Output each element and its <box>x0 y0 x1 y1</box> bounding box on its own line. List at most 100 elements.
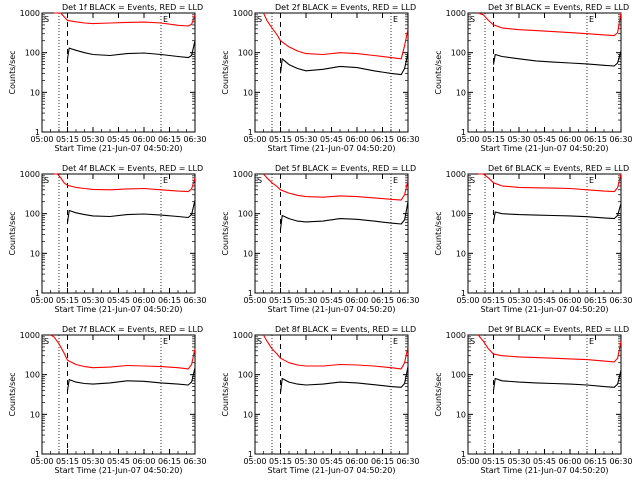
x-tick-label: 06:30 <box>396 296 419 305</box>
plot-panel: Det 2f BLACK = Events, RED = LLD S E 1 10 100… <box>221 3 420 153</box>
x-axis-title: Start Time (21-Jun-07 04:50:20) <box>268 144 396 153</box>
y-tick-label: 100 <box>451 210 466 219</box>
x-tick-label: 05:45 <box>533 457 556 466</box>
y-tick-label: 100 <box>451 371 466 380</box>
start-marker-label: S <box>470 337 475 346</box>
x-tick-label: 05:15 <box>56 296 79 305</box>
x-tick-label: 05:45 <box>320 457 343 466</box>
lld-rate-line <box>478 12 622 37</box>
end-marker-label: E <box>163 337 168 346</box>
x-tick-label: 05:30 <box>507 296 530 305</box>
y-tick-label: 1 <box>461 128 466 137</box>
y-tick-label: 1 <box>248 289 253 298</box>
y-tick-label: 1000 <box>233 9 253 18</box>
x-tick-label: 06:00 <box>132 296 155 305</box>
x-axis-title: Start Time (21-Jun-07 04:50:20) <box>268 466 396 475</box>
x-tick-label: 06:30 <box>396 135 419 144</box>
x-tick-label: 05:45 <box>320 296 343 305</box>
end-marker-label: E <box>589 176 594 185</box>
x-axis-title: Start Time (21-Jun-07 04:50:20) <box>481 144 609 153</box>
start-marker-label: S <box>257 176 262 185</box>
y-tick-label: 100 <box>25 210 40 219</box>
start-marker-label: S <box>44 337 49 346</box>
start-marker-label: S <box>257 337 262 346</box>
y-axis-title: Counts/sec <box>221 211 230 255</box>
x-tick-label: 06:30 <box>183 457 206 466</box>
lld-rate-line <box>478 173 622 193</box>
x-tick-label: 05:15 <box>269 135 292 144</box>
axes-frame <box>41 12 196 133</box>
plot-title: Det 5f BLACK = Events, RED = LLD <box>275 164 416 173</box>
y-axis-title: Counts/sec <box>8 211 17 255</box>
axes-frame <box>41 334 196 455</box>
axes-frame <box>254 334 409 455</box>
x-tick-label: 05:30 <box>294 296 317 305</box>
x-tick-label: 06:15 <box>584 296 607 305</box>
x-tick-label: 05:45 <box>533 296 556 305</box>
x-tick-label: 05:00 <box>243 135 266 144</box>
x-tick-label: 05:00 <box>30 135 53 144</box>
end-marker-label: E <box>393 15 398 24</box>
x-tick-label: 06:30 <box>183 135 206 144</box>
y-tick-label: 100 <box>25 49 40 58</box>
x-tick-label: 05:00 <box>243 296 266 305</box>
y-axis-title: Counts/sec <box>434 211 443 255</box>
lld-rate-line <box>53 173 196 193</box>
y-tick-label: 1000 <box>20 9 40 18</box>
x-axis-title: Start Time (21-Jun-07 04:50:20) <box>55 305 183 314</box>
y-axis-title: Counts/sec <box>8 372 17 416</box>
end-marker-label: E <box>589 337 594 346</box>
x-tick-label: 06:15 <box>158 296 181 305</box>
y-axis-title: Counts/sec <box>8 50 17 94</box>
y-tick-label: 1000 <box>446 331 466 340</box>
plot-title: Det 8f BLACK = Events, RED = LLD <box>275 325 416 334</box>
x-tick-label: 06:15 <box>158 135 181 144</box>
end-marker-label: E <box>163 15 168 24</box>
x-tick-label: 06:00 <box>345 135 368 144</box>
event-rate-line <box>279 201 409 230</box>
x-tick-label: 05:45 <box>107 457 130 466</box>
y-tick-label: 100 <box>238 49 253 58</box>
x-tick-label: 06:00 <box>132 135 155 144</box>
y-tick-label: 10 <box>30 410 40 419</box>
x-tick-label: 06:30 <box>609 135 632 144</box>
y-tick-label: 1000 <box>233 170 253 179</box>
plot-title: Det 9f BLACK = Events, RED = LLD <box>488 325 629 334</box>
axes-frame <box>467 173 622 294</box>
y-tick-label: 10 <box>456 410 466 419</box>
x-axis-title: Start Time (21-Jun-07 04:50:20) <box>481 466 609 475</box>
plot-title: Det 7f BLACK = Events, RED = LLD <box>62 325 203 334</box>
x-tick-label: 05:15 <box>269 296 292 305</box>
x-tick-label: 05:15 <box>269 457 292 466</box>
start-marker-label: S <box>44 15 49 24</box>
x-tick-label: 05:15 <box>56 135 79 144</box>
lld-rate-line <box>263 334 409 370</box>
plot-panel: Det 3f BLACK = Events, RED = LLD S E 1 10 100… <box>434 3 633 153</box>
x-tick-label: 05:45 <box>533 135 556 144</box>
y-tick-label: 1000 <box>20 170 40 179</box>
y-tick-label: 1 <box>461 450 466 459</box>
x-tick-label: 06:30 <box>609 296 632 305</box>
end-marker-label: E <box>393 337 398 346</box>
x-tick-label: 05:00 <box>30 296 53 305</box>
y-tick-label: 100 <box>451 49 466 58</box>
y-axis-title: Counts/sec <box>221 372 230 416</box>
x-tick-label: 06:30 <box>183 296 206 305</box>
plot-panel: Det 1f BLACK = Events, RED = LLD S E 1 10 100… <box>8 3 207 153</box>
plot-title: Det 6f BLACK = Events, RED = LLD <box>488 164 629 173</box>
event-rate-line <box>66 367 196 391</box>
y-tick-label: 1 <box>248 128 253 137</box>
x-tick-label: 05:30 <box>507 135 530 144</box>
lld-rate-line <box>477 334 622 363</box>
x-tick-label: 05:00 <box>456 135 479 144</box>
x-tick-label: 05:15 <box>482 135 505 144</box>
x-tick-label: 05:30 <box>294 135 317 144</box>
x-tick-label: 06:00 <box>558 457 581 466</box>
x-tick-label: 05:30 <box>81 296 104 305</box>
lld-rate-line <box>50 334 196 370</box>
x-axis-title: Start Time (21-Jun-07 04:50:20) <box>268 305 396 314</box>
y-tick-label: 1000 <box>20 331 40 340</box>
x-tick-label: 05:00 <box>30 457 53 466</box>
y-tick-label: 1 <box>35 128 40 137</box>
